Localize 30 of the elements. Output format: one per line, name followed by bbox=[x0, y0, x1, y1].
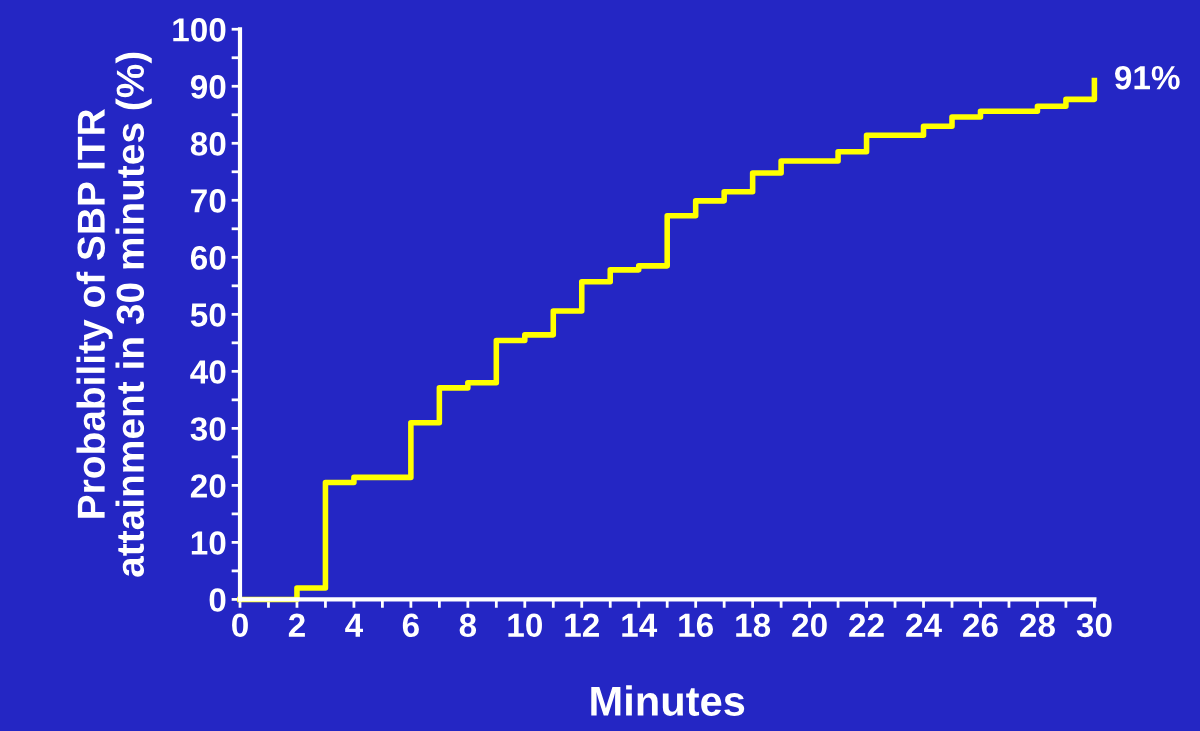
y-tick-label: 80 bbox=[190, 132, 226, 156]
y-tick-label: 0 bbox=[209, 588, 226, 612]
x-tick-label: 30 bbox=[1076, 613, 1112, 638]
y-tick-label: 70 bbox=[191, 189, 226, 213]
x-tick-label: 22 bbox=[849, 613, 884, 637]
x-tick-label: 24 bbox=[906, 613, 942, 637]
y-axis-title: Probability of SBP ITR attainment in 30 minutes (%) bbox=[76, 52, 152, 577]
y-tick-label: 60 bbox=[190, 246, 226, 270]
x-tick-label: 14 bbox=[622, 613, 658, 637]
y-tick-label: 30 bbox=[190, 417, 226, 441]
y-tick-label: 90 bbox=[190, 75, 226, 99]
x-tick-label: 20 bbox=[792, 613, 827, 638]
y-tick-label: 20 bbox=[190, 474, 226, 498]
x-tick-label: 6 bbox=[402, 613, 419, 638]
annotation: 91% bbox=[1115, 65, 1180, 90]
x-tick-label: 10 bbox=[508, 613, 542, 638]
x-tick-label: 18 bbox=[736, 613, 771, 638]
x-tick-label: 12 bbox=[565, 613, 599, 637]
x-tick-label: 16 bbox=[679, 613, 714, 638]
x-tick-label: 26 bbox=[963, 613, 998, 638]
y-tick-label: 50 bbox=[190, 303, 226, 327]
x-tick-label: 2 bbox=[288, 613, 305, 637]
x-tick-label: 28 bbox=[1020, 613, 1055, 638]
x-tick-label: 4 bbox=[345, 613, 364, 637]
y-tick-label: 40 bbox=[190, 360, 226, 384]
y-tick-label: 100 bbox=[173, 18, 226, 42]
x-tick-label: 0 bbox=[232, 613, 248, 638]
x-tick-label: 8 bbox=[459, 613, 477, 638]
x-axis-title: Minutes bbox=[591, 685, 745, 716]
y-tick-label: 10 bbox=[191, 531, 226, 555]
